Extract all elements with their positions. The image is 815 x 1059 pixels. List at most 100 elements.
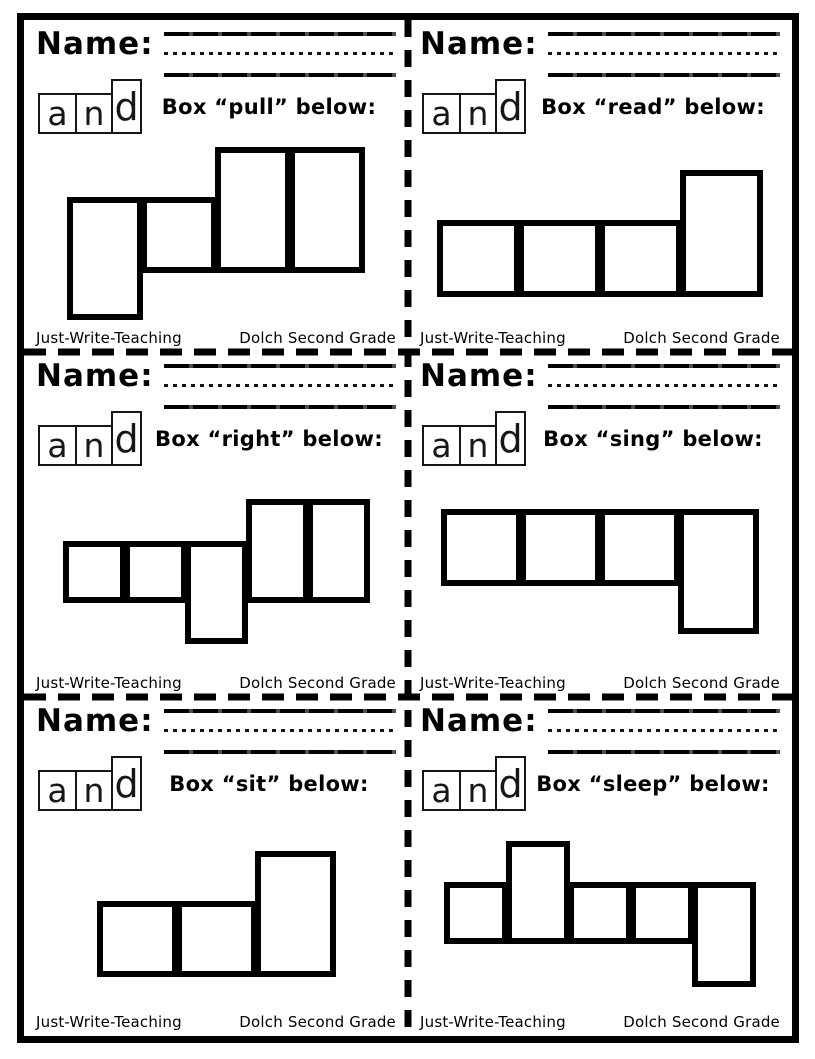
card-instruction: Box “sit” below: (169, 772, 369, 796)
footer-series: Dolch Second Grade (623, 674, 780, 692)
letter-box-tall (680, 169, 763, 297)
logo-letter-box-a: a (422, 93, 461, 134)
name-row: Name: (420, 358, 780, 409)
card-footer: Just-Write-Teaching Dolch Second Grade (36, 329, 396, 347)
boxes-area (36, 466, 396, 697)
word-shape-boxes (437, 169, 763, 297)
letter-box-short (568, 881, 632, 944)
letter-box-short (96, 900, 178, 977)
logo-letter-box-d: d (495, 411, 526, 466)
footer-brand: Just-Write-Teaching (420, 1013, 566, 1031)
letter-box-short (599, 219, 682, 297)
card-footer: Just-Write-Teaching Dolch Second Grade (36, 674, 396, 692)
footer-brand: Just-Write-Teaching (36, 329, 182, 347)
footer-brand: Just-Write-Teaching (420, 329, 566, 347)
boxes-area (420, 466, 780, 697)
boxes-area (36, 811, 396, 1036)
writing-line-middle (547, 729, 780, 732)
footer-brand: Just-Write-Teaching (420, 674, 566, 692)
logo-letter-box-n: n (74, 425, 114, 466)
writing-line-bottom (163, 405, 396, 409)
logo-letter-box-n: n (458, 93, 498, 134)
name-label: Name: (420, 358, 538, 394)
writing-line-bottom (547, 405, 780, 409)
writing-line-middle (163, 52, 396, 55)
boxes-area (420, 811, 780, 1036)
cut-line-horizontal-1 (24, 348, 792, 356)
writing-line-middle (547, 384, 780, 387)
card-footer: Just-Write-Teaching Dolch Second Grade (420, 329, 780, 347)
letter-box-short (630, 881, 694, 944)
letter-box-short (62, 541, 126, 603)
writing-line-bottom (547, 73, 780, 77)
letter-box-short (123, 541, 187, 603)
name-writing-lines (547, 32, 780, 77)
letter-box-short (141, 196, 217, 273)
logo-letter-box-n: n (74, 93, 114, 134)
writing-line-top (547, 32, 780, 36)
writing-line-middle (547, 52, 780, 55)
logo-letter-box-n: n (458, 770, 498, 811)
name-row: Name: (420, 26, 780, 77)
name-row: Name: (420, 703, 780, 754)
word-shape-boxes (67, 146, 365, 320)
footer-series: Dolch Second Grade (239, 674, 396, 692)
writing-line-top (163, 32, 396, 36)
card-footer: Just-Write-Teaching Dolch Second Grade (420, 1013, 780, 1031)
logo-letter-box-d: d (111, 756, 142, 811)
name-row: Name: (36, 358, 396, 409)
writing-line-bottom (163, 750, 396, 754)
name-writing-lines (547, 364, 780, 409)
name-writing-lines (163, 709, 396, 754)
name-label: Name: (36, 26, 154, 62)
word-shape-boxes (96, 850, 336, 977)
letter-box-short (441, 509, 522, 586)
word-shape-boxes (444, 840, 756, 987)
footer-series: Dolch Second Grade (623, 329, 780, 347)
card-instruction: Box “right” below: (155, 427, 383, 451)
writing-line-bottom (163, 73, 396, 77)
cut-line-horizontal-2 (24, 693, 792, 701)
name-writing-lines (163, 32, 396, 77)
letter-box-desc (678, 509, 759, 634)
letter-box-tall (306, 499, 370, 603)
logo-letter-box-d: d (495, 79, 526, 134)
logo-letter-box-a: a (422, 425, 461, 466)
letter-box-tall (289, 146, 365, 273)
footer-brand: Just-Write-Teaching (36, 674, 182, 692)
letter-box-short (518, 219, 601, 297)
letter-box-short (437, 219, 520, 297)
logo-letter-box-a: a (38, 425, 77, 466)
card-instruction: Box “sing” below: (543, 427, 763, 451)
name-label: Name: (420, 26, 538, 62)
footer-brand: Just-Write-Teaching (36, 1013, 182, 1031)
letter-box-short (520, 509, 601, 586)
boxes-area (420, 134, 780, 352)
boxes-area (36, 134, 396, 352)
writing-line-middle (163, 729, 396, 732)
name-writing-lines (547, 709, 780, 754)
writing-line-top (163, 709, 396, 713)
letter-box-tall (254, 850, 336, 977)
name-label: Name: (36, 358, 154, 394)
card-footer: Just-Write-Teaching Dolch Second Grade (420, 674, 780, 692)
letter-box-tall (245, 499, 309, 603)
letter-box-desc (692, 881, 756, 987)
writing-line-middle (163, 384, 396, 387)
letter-box-short (444, 881, 508, 944)
word-shape-boxes (62, 499, 370, 644)
card-instruction: Box “pull” below: (161, 95, 377, 119)
